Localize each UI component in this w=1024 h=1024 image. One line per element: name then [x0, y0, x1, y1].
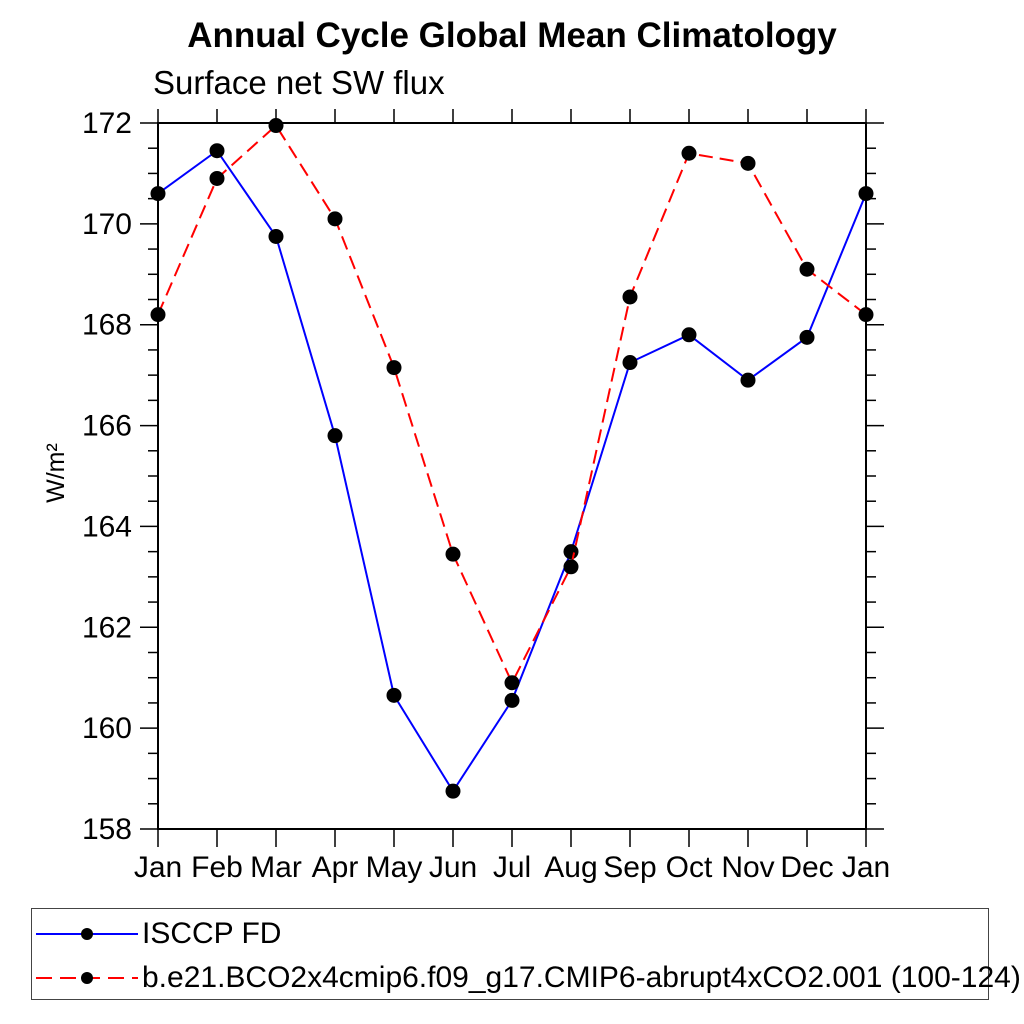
x-tick-label: Sep [603, 851, 656, 884]
x-tick-label: Apr [312, 851, 359, 884]
x-tick-label: Mar [250, 851, 302, 884]
x-tick-label: May [366, 851, 423, 884]
y-tick-label: 158 [82, 813, 132, 846]
y-tick-label: 166 [82, 410, 132, 443]
data-point-marker [209, 170, 225, 186]
legend-label: b.e21.BCO2x4cmip6.f09_g17.CMIP6-abrupt4x… [142, 961, 1021, 994]
data-point-marker [563, 544, 579, 560]
data-point-marker [740, 372, 756, 388]
x-tick-label: Feb [191, 851, 243, 884]
x-tick-label: Jun [429, 851, 477, 884]
data-point-marker [445, 783, 461, 799]
data-point-marker [622, 355, 638, 371]
x-tick-label: Jul [493, 851, 531, 884]
legend-item-model: b.e21.BCO2x4cmip6.f09_g17.CMIP6-abrupt4x… [34, 961, 1021, 994]
data-point-marker [209, 143, 225, 159]
legend-box: ISCCP FD b.e21.BCO2x4cmip6.f09_g17.CMIP6… [31, 908, 1021, 1000]
legend-item-isccp: ISCCP FD [34, 917, 282, 950]
data-point-marker [799, 329, 815, 345]
data-point-marker [268, 118, 284, 134]
data-point-marker [327, 211, 343, 227]
data-point-marker [445, 546, 461, 562]
data-point-marker [858, 307, 874, 323]
data-point-marker [681, 145, 697, 161]
x-tick-label: Oct [666, 851, 713, 884]
data-point-marker [327, 428, 343, 444]
data-point-marker [563, 559, 579, 575]
y-tick-label: 164 [82, 510, 132, 543]
data-point-marker [150, 307, 166, 323]
chart-title: Annual Cycle Global Mean Climatology [187, 16, 837, 55]
plot-frame [157, 122, 867, 830]
x-tick-label: Nov [721, 851, 774, 884]
data-point-marker [799, 261, 815, 277]
series-line-1 [157, 123, 867, 686]
data-point-marker [386, 687, 402, 703]
y-tick-label: 162 [82, 611, 132, 644]
data-point-marker [150, 186, 166, 202]
data-point-marker [386, 360, 402, 376]
y-tick-label: 172 [82, 107, 132, 140]
legend-line-sample-dashed [36, 972, 138, 984]
data-point-marker [858, 186, 874, 202]
data-point-marker [681, 327, 697, 343]
legend-line-sample-solid [36, 928, 138, 940]
x-tick-label: Jan [842, 851, 890, 884]
x-tick-label: Dec [780, 851, 833, 884]
y-tick-label: 160 [82, 712, 132, 745]
data-point-marker [504, 675, 520, 691]
y-tick-label: 168 [82, 309, 132, 342]
y-tick-label: 170 [82, 208, 132, 241]
data-point-marker [268, 228, 284, 244]
chart-subtitle: Surface net SW flux [153, 64, 445, 101]
x-tick-label: Jan [134, 851, 182, 884]
data-point-marker [740, 155, 756, 171]
data-point-marker [622, 289, 638, 305]
data-point-marker [504, 692, 520, 708]
x-tick-label: Aug [544, 851, 597, 884]
legend-label: ISCCP FD [142, 917, 282, 950]
